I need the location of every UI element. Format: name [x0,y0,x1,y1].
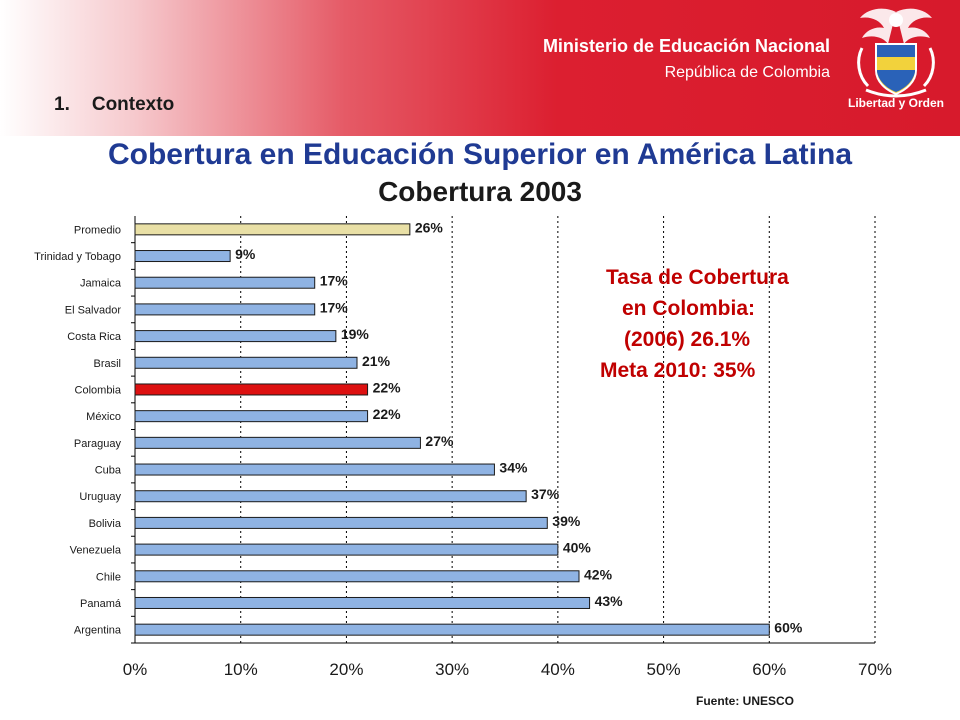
section-title: Contexto [91,94,175,115]
x-tick-label: 40% [541,660,575,679]
value-label: 22% [373,406,402,422]
bar-promedio [134,223,411,236]
bar-brasil [134,356,358,369]
bar-bolivia [134,516,548,529]
category-label: Costa Rica [67,331,122,343]
category-label: Bolivia [89,518,122,530]
value-label: 26% [415,219,444,235]
colombia-coverage-callout: Tasa de Cobertura en Colombia: (2006) 26… [600,262,840,386]
x-tick-label: 60% [752,660,786,679]
bar-uruguay [134,490,527,503]
section-label: 1. Contexto [54,94,174,116]
header-banner [0,0,960,136]
category-label: Promedio [74,224,121,236]
category-label: Brasil [93,358,121,370]
bar-jamaica [134,276,316,289]
category-label: Argentina [74,625,122,637]
chart-title: Cobertura en Educación Superior en Améri… [107,138,853,171]
category-label: Panamá [80,598,122,610]
category-label: El Salvador [65,304,122,316]
coat-of-arms-icon [857,8,935,98]
section-number: 1. [54,94,70,115]
bar-venezuela [134,543,559,556]
value-label: 17% [320,273,349,289]
value-label: 40% [563,540,592,556]
category-label: Cuba [95,465,122,477]
bar-argentina [134,623,770,636]
source-note: Fuente: UNESCO [696,694,795,708]
category-label: Jamaica [80,278,122,290]
value-label: 17% [320,299,349,315]
value-label: 39% [552,513,581,529]
coverage-bar-chart: 0% 10% 20% 30% 40% 50% 60% 70% Promedio 26% Trinid… [34,216,892,679]
x-tick-label: 10% [224,660,258,679]
x-tick-label: 30% [435,660,469,679]
bar-chile [134,570,580,583]
value-label: 21% [362,353,391,369]
ministry-name: Ministerio de Educación Nacional [542,36,830,56]
bar-paraguay [134,436,421,449]
x-tick-label: 70% [858,660,892,679]
callout-line-3: (2006) 26.1% [624,328,751,351]
value-label: 43% [595,593,624,609]
value-label: 19% [341,326,370,342]
callout-line-2: en Colombia: [622,297,756,320]
value-label: 27% [425,433,454,449]
bar-cuba [134,463,495,476]
value-label: 9% [235,246,256,262]
category-label: Paraguay [74,438,122,450]
value-label: 22% [373,379,402,395]
category-label: Colombia [75,384,122,396]
category-label: Chile [96,571,121,583]
x-tick-label: 20% [329,660,363,679]
value-label: 34% [499,460,528,476]
value-label: 60% [774,620,803,636]
republic-name: República de Colombia [664,64,830,81]
bar-costa-rica [134,330,337,343]
category-label: Trinidad y Tobago [34,251,121,263]
value-label: 37% [531,486,560,502]
chart-subtitle: Cobertura 2003 [378,176,582,207]
x-tick-label: 50% [647,660,681,679]
bar-trinidad-y-tobago [134,250,231,263]
value-label: 42% [584,566,613,582]
bar-colombia [134,383,369,396]
category-label: Uruguay [79,491,121,503]
bar-el-salvador [134,303,316,316]
bar-méxico [134,410,369,423]
callout-line-4: Meta 2010: 35% [600,359,756,382]
callout-line-1: Tasa de Cobertura [606,266,789,289]
x-tick-label: 0% [123,660,148,679]
category-label: Venezuela [70,545,122,557]
bar-panamá [134,596,591,609]
motto-text: Libertad y Orden [847,96,945,110]
category-label: México [86,411,121,423]
